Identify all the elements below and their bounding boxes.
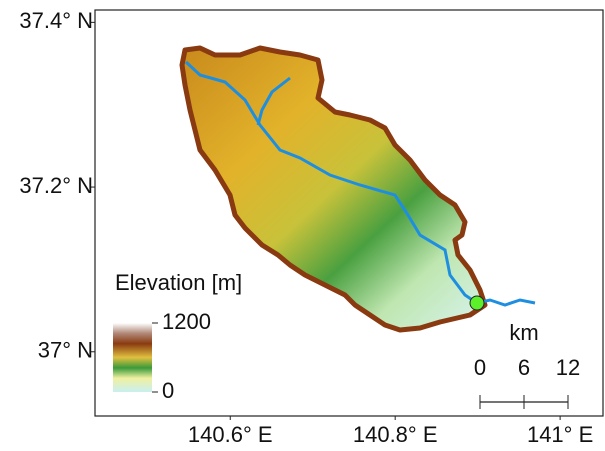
scale-label: 0 bbox=[474, 355, 486, 380]
page: Elevation [m] km 37.4° N 37.2° N 37° N 140.… bbox=[0, 0, 605, 451]
colorbar-label: 1200 bbox=[162, 309, 211, 334]
x-tick-label: 140.8° E bbox=[353, 422, 438, 447]
outlet bbox=[470, 296, 484, 310]
x-tick-label: 141° E bbox=[527, 422, 593, 447]
scale-label: 12 bbox=[556, 355, 580, 380]
colorbar bbox=[113, 323, 152, 392]
y-tick-label: 37.2° N bbox=[19, 173, 93, 198]
colorbar-label: 0 bbox=[162, 378, 174, 403]
y-tick-label: 37° N bbox=[38, 338, 93, 363]
scale-unit: km bbox=[509, 320, 538, 345]
colorbar-title: Elevation [m] bbox=[115, 270, 242, 295]
y-tick-label: 37.4° N bbox=[19, 8, 93, 33]
map: Elevation [m] km 37.4° N 37.2° N 37° N 140.… bbox=[0, 0, 605, 451]
scale-label: 6 bbox=[518, 355, 530, 380]
x-tick-label: 140.6° E bbox=[188, 422, 273, 447]
